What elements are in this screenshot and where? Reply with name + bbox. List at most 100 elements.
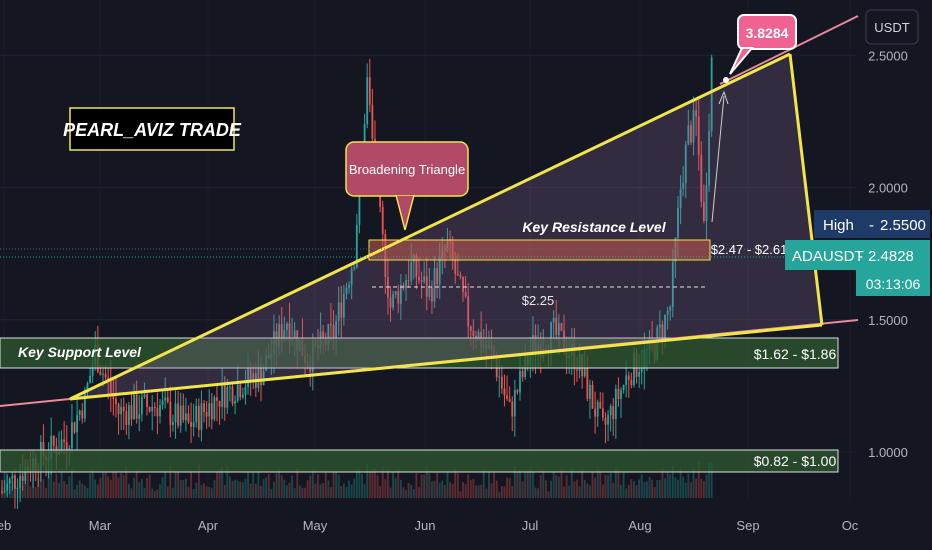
volume-bar xyxy=(216,471,218,498)
candle-body xyxy=(73,422,76,433)
volume-bar xyxy=(306,480,309,498)
candle-body xyxy=(8,478,11,484)
volume-bar xyxy=(353,478,356,498)
candle-body xyxy=(172,422,174,425)
candle-body xyxy=(658,324,661,328)
volume-bar xyxy=(42,479,45,498)
candle-body xyxy=(91,364,94,376)
volume-bar xyxy=(361,474,363,498)
candle-body xyxy=(583,367,586,377)
countdown: 03:13:06 xyxy=(866,276,921,292)
candle-body xyxy=(332,325,335,338)
volume-bar xyxy=(317,474,319,498)
volume-bar xyxy=(423,474,426,498)
candle-body xyxy=(560,323,563,331)
volume-bar xyxy=(330,487,332,498)
candle-body xyxy=(425,276,428,297)
candle-body xyxy=(550,322,552,352)
volume-bar xyxy=(552,470,555,498)
volume-bar xyxy=(65,484,68,498)
candle-body xyxy=(322,331,325,339)
volume-bar xyxy=(104,471,107,498)
candle-body xyxy=(702,201,705,221)
candle-body xyxy=(516,390,519,393)
volume-bar xyxy=(547,491,550,498)
volume-bar xyxy=(690,482,692,498)
volume-bar xyxy=(135,470,138,498)
candle-body xyxy=(594,408,597,417)
candle-body xyxy=(669,307,672,311)
volume-bar xyxy=(231,480,234,498)
candle-body xyxy=(174,403,177,423)
time-tick-label: Aug xyxy=(628,518,651,533)
volume-bar xyxy=(122,475,125,498)
candle-body xyxy=(697,116,700,155)
volume-bar xyxy=(687,473,690,498)
volume-bar xyxy=(169,465,172,498)
volume-bar xyxy=(394,477,397,498)
volume-bar xyxy=(174,472,177,498)
candle-body xyxy=(557,323,560,335)
candle-body xyxy=(16,487,19,489)
volume-bar xyxy=(614,468,617,498)
candle-body xyxy=(500,376,503,389)
volume-bar xyxy=(560,469,563,498)
candle-body xyxy=(664,314,666,339)
watermark: PEARL_AVIZ TRADE xyxy=(63,120,242,140)
volume-bar xyxy=(86,488,89,498)
volume-bar xyxy=(519,469,521,498)
volume-bar xyxy=(187,486,190,498)
candle-body xyxy=(159,404,161,417)
volume-bar xyxy=(589,485,591,498)
volume-bar xyxy=(433,480,436,498)
candle-body xyxy=(50,435,53,459)
candle-body xyxy=(601,408,604,418)
high-tag: High - 2.5500 xyxy=(814,210,930,238)
volume-bar xyxy=(133,477,135,498)
candle-body xyxy=(89,375,91,384)
candle-body xyxy=(345,287,348,295)
volume-bar xyxy=(143,487,146,498)
volume-bar xyxy=(472,478,475,498)
currency-box[interactable] xyxy=(865,9,919,45)
candle-body xyxy=(342,294,345,318)
volume-bar xyxy=(190,470,192,498)
volume-bar xyxy=(578,486,581,498)
volume-bar xyxy=(254,483,257,498)
volume-bar xyxy=(184,478,187,498)
price-tick-label: 2.5000 xyxy=(868,48,908,63)
candle-body xyxy=(130,405,133,420)
svg-text:-: - xyxy=(869,217,874,234)
candle-body xyxy=(397,291,400,304)
volume-bar xyxy=(477,485,480,498)
candle-body xyxy=(210,403,213,420)
volume-bar xyxy=(249,483,252,498)
candle-body xyxy=(436,268,439,285)
candle-body xyxy=(617,388,620,399)
candle-body xyxy=(86,383,89,390)
candle-body xyxy=(679,188,682,208)
volume-bar xyxy=(151,488,154,498)
volume-bar xyxy=(633,481,635,498)
candle-body xyxy=(140,397,143,415)
candle-body xyxy=(109,380,112,394)
last-label: ADAUSDT xyxy=(792,248,864,265)
time-axis: eb Mar Apr May Jun Jul Aug Sep Oc xyxy=(0,518,859,533)
candle-body xyxy=(596,401,599,417)
candle-body xyxy=(104,373,107,378)
candle-body xyxy=(381,206,384,234)
candle-body xyxy=(115,398,117,405)
candle-body xyxy=(438,257,441,285)
volume-bar xyxy=(195,482,198,498)
volume-bar xyxy=(273,481,275,498)
candle-body xyxy=(231,386,234,404)
volume-bar xyxy=(96,484,99,498)
price-tick-label: 1.0000 xyxy=(868,445,908,460)
volume-bar xyxy=(117,477,120,498)
high-label: High xyxy=(823,217,854,234)
candle-body xyxy=(6,483,9,491)
candle-body xyxy=(506,395,508,399)
candle-body xyxy=(11,475,14,479)
candle-body xyxy=(81,410,84,419)
volume-bar xyxy=(620,484,622,498)
